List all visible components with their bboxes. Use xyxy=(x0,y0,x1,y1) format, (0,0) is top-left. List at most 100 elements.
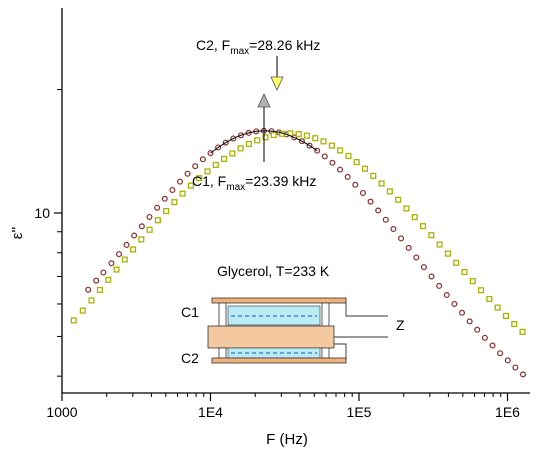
data-point xyxy=(320,138,327,145)
data-point xyxy=(85,286,92,293)
data-point xyxy=(108,260,115,267)
c2-annotation-sub: max xyxy=(230,46,249,57)
data-point xyxy=(413,254,420,261)
data-point xyxy=(146,226,153,233)
data-point xyxy=(512,364,519,371)
data-point xyxy=(169,186,176,193)
data-point xyxy=(96,286,103,294)
data-point xyxy=(459,309,466,316)
data-point xyxy=(359,189,366,196)
data-point xyxy=(361,165,369,172)
data-point xyxy=(270,132,277,139)
data-point xyxy=(420,264,427,271)
data-point xyxy=(497,350,504,357)
data-point xyxy=(466,318,473,325)
c1-annotation-sub: max xyxy=(226,182,245,193)
data-point xyxy=(196,175,203,182)
c1-annotation: C1, Fmax=23.39 kHz xyxy=(192,173,316,193)
data-point xyxy=(378,180,385,187)
data-point xyxy=(303,132,311,139)
sample-label: Glycerol, T=233 K xyxy=(217,263,330,279)
data-point xyxy=(403,205,410,212)
data-point xyxy=(254,137,261,144)
data-point xyxy=(100,269,107,276)
inset-lead-top xyxy=(345,301,388,317)
inset-lead-bottom xyxy=(334,343,347,360)
inset-top-post-right xyxy=(321,302,330,327)
inset-z-label: Z xyxy=(396,317,405,333)
data-point xyxy=(88,297,95,304)
c2-annotation-value: =28.26 kHz xyxy=(249,37,320,53)
data-point xyxy=(461,268,468,276)
y-tick-label: 10 xyxy=(34,205,50,221)
data-point xyxy=(474,326,481,333)
data-point xyxy=(187,182,194,189)
data-point xyxy=(478,287,485,294)
data-point xyxy=(411,214,418,221)
data-point xyxy=(312,135,319,142)
data-point xyxy=(161,195,168,202)
inset-c1-label: C1 xyxy=(181,304,199,320)
x-axis-label: F (Hz) xyxy=(266,431,308,448)
data-point xyxy=(370,172,377,179)
data-point xyxy=(321,153,328,160)
data-point xyxy=(428,273,435,280)
data-point xyxy=(481,334,488,341)
data-point xyxy=(337,166,344,173)
data-point xyxy=(390,226,397,233)
series-c2 xyxy=(70,130,526,335)
data-point xyxy=(353,159,360,166)
c1-annotation-prefix: C1, F xyxy=(192,173,226,189)
data-point xyxy=(154,204,161,211)
data-point xyxy=(367,198,374,205)
data-point xyxy=(395,196,402,203)
data-point xyxy=(352,181,359,188)
data-point xyxy=(511,320,518,328)
data-point xyxy=(502,312,509,319)
inset-c2-label: C2 xyxy=(181,350,199,366)
inset-bottom-plate xyxy=(211,357,347,364)
data-point xyxy=(212,161,219,168)
data-point xyxy=(176,178,183,185)
y-axis-label: ε'' xyxy=(9,227,26,240)
data-point xyxy=(237,145,244,152)
data-point xyxy=(163,208,170,215)
inset-top-plate xyxy=(211,297,347,304)
data-point xyxy=(138,236,145,243)
data-point xyxy=(405,244,412,251)
data-point xyxy=(329,159,336,166)
inset-bottom-post-left xyxy=(218,347,227,359)
data-point xyxy=(469,278,476,285)
inset-top-post-left xyxy=(218,302,227,327)
data-point xyxy=(105,276,112,283)
data-point xyxy=(245,140,252,147)
c1-arrow-head xyxy=(257,93,271,108)
x-tick-label: 1E5 xyxy=(347,404,372,420)
data-point xyxy=(519,328,526,335)
data-point xyxy=(184,170,191,177)
data-point xyxy=(494,304,501,311)
data-point xyxy=(138,223,145,230)
data-point xyxy=(443,291,450,298)
data-point xyxy=(519,371,526,378)
data-point xyxy=(192,163,199,170)
data-point xyxy=(130,246,137,253)
c2-annotation: C2, Fmax=28.26 kHz xyxy=(196,37,320,57)
data-point xyxy=(179,190,186,197)
data-point xyxy=(504,357,511,364)
data-point xyxy=(113,266,120,273)
data-point xyxy=(337,147,344,154)
data-point xyxy=(328,142,335,149)
data-point xyxy=(398,235,405,242)
x-axis-ticks: 1000 1E4 1E5 1E6 xyxy=(46,393,520,420)
data-point xyxy=(171,199,178,206)
data-point xyxy=(344,173,351,180)
data-point xyxy=(121,256,128,263)
data-point xyxy=(386,188,393,195)
data-point xyxy=(131,232,138,239)
y-axis-ticks: 10 xyxy=(34,89,62,377)
data-point xyxy=(221,155,228,162)
data-point xyxy=(382,216,389,223)
capacitor-inset: C1 C2 Z xyxy=(181,297,405,366)
data-point xyxy=(375,207,382,214)
